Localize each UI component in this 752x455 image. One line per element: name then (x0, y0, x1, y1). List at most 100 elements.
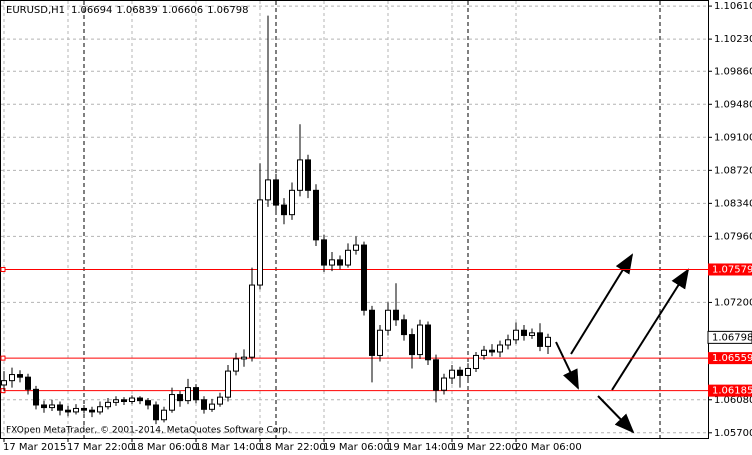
candle-body (473, 354, 479, 369)
candle-body (489, 349, 495, 353)
candle-body (497, 344, 503, 353)
candle-body (177, 394, 183, 402)
candle-body (305, 159, 311, 191)
x-tick-label: 18 Mar 14:00 (195, 442, 262, 453)
level-label-bg (708, 384, 752, 397)
candle-body (281, 204, 287, 216)
candle-body (337, 259, 343, 266)
last-close: 1.06798 (207, 5, 248, 16)
candle-body (49, 404, 55, 409)
candle-body (361, 244, 367, 311)
last-low: 1.06606 (162, 5, 203, 16)
x-tick-label: 18 Mar 06:00 (131, 442, 198, 453)
last-high: 1.06839 (116, 5, 157, 16)
candle-body (57, 404, 63, 411)
x-tick-label: 20 Mar 06:00 (515, 442, 582, 453)
candle-body (393, 309, 399, 321)
candle-body (137, 397, 143, 402)
x-tick-label: 17 Mar 22:00 (67, 442, 134, 453)
y-tick-label: 1.09480 (714, 99, 752, 110)
candle-body (321, 239, 327, 266)
candle-body (353, 244, 359, 251)
x-tick-label: 19 Mar 14:00 (387, 442, 454, 453)
y-tick-label: 1.09100 (714, 132, 752, 143)
candle-body (161, 409, 167, 421)
footer: FXOpen MetaTrader, © 2001-2014, MetaQuot… (6, 426, 291, 436)
candle-body (433, 359, 439, 391)
candle-body (113, 399, 119, 403)
candle-body (185, 387, 191, 402)
y-tick-label: 1.07960 (714, 231, 752, 242)
level-label-bg (708, 352, 752, 365)
trend-arrows (555, 253, 690, 434)
candle-body (25, 376, 31, 390)
x-tick-label: 19 Mar 22:00 (451, 442, 518, 453)
candle-body (65, 409, 71, 413)
candle-body (377, 329, 383, 356)
candle-body (257, 199, 263, 286)
candle-body (345, 249, 351, 266)
candle-body (81, 407, 87, 411)
y-tick-label: 1.10230 (714, 34, 752, 45)
candle-body (249, 284, 255, 358)
y-tick-label: 1.05700 (714, 428, 752, 439)
candle-body (449, 369, 455, 379)
chart-header: EURUSD,H1 1.06694 1.06839 1.06606 1.06798 (6, 5, 248, 16)
plot-area (0, 0, 709, 439)
candle-body (505, 339, 511, 346)
candle-body (217, 396, 223, 405)
candle-body (329, 259, 335, 266)
candle-body (89, 409, 95, 413)
candle-body (209, 403, 215, 410)
y-tick-label: 1.07200 (714, 297, 752, 308)
arrow (555, 341, 579, 390)
level-marker (0, 388, 6, 394)
candle-body (145, 400, 151, 406)
candle-body (153, 404, 159, 421)
plot-layer (1, 1, 708, 438)
candle-body (105, 401, 111, 408)
level-label: 1.06559 (712, 353, 752, 364)
candle-body (233, 358, 239, 372)
candle-body (169, 394, 175, 411)
candle-body (241, 356, 247, 360)
candle-body (1, 380, 7, 386)
candle-body (193, 387, 199, 401)
candle-body (529, 332, 535, 336)
candle-body (537, 332, 543, 347)
candle-body (313, 189, 319, 241)
level-marker (0, 266, 6, 272)
arrow (611, 268, 690, 391)
candle-body (425, 324, 431, 361)
candle-body (225, 370, 231, 398)
y-tick-label: 1.10610 (714, 1, 752, 12)
candle-body (513, 329, 519, 341)
candle-body (73, 407, 79, 413)
candle-body (97, 406, 103, 413)
y-tick-label: 1.08340 (714, 198, 752, 209)
candle-body (369, 309, 375, 356)
candle-body (545, 336, 551, 347)
candle-body (265, 179, 271, 201)
y-tick-label: 1.08720 (714, 165, 752, 176)
level-marker (0, 355, 6, 361)
x-tick-label: 19 Mar 06:00 (323, 442, 390, 453)
candle-body (297, 159, 303, 191)
candle-body (521, 329, 527, 336)
candle-body (33, 388, 39, 406)
price-label: 1.06798 (712, 332, 752, 343)
candle-body (457, 369, 463, 376)
candle-body (465, 367, 471, 376)
last-open: 1.06694 (71, 5, 112, 16)
candle-body (201, 399, 207, 410)
y-tick-label: 1.06080 (714, 395, 752, 406)
arrow (597, 395, 635, 434)
y-tick-label: 1.09860 (714, 66, 752, 77)
candle-body (417, 324, 423, 356)
candle-body (273, 179, 279, 206)
arrow (570, 253, 634, 355)
candle-body (41, 404, 47, 409)
candle-body (385, 309, 391, 331)
x-tick-label: 18 Mar 22:00 (259, 442, 326, 453)
